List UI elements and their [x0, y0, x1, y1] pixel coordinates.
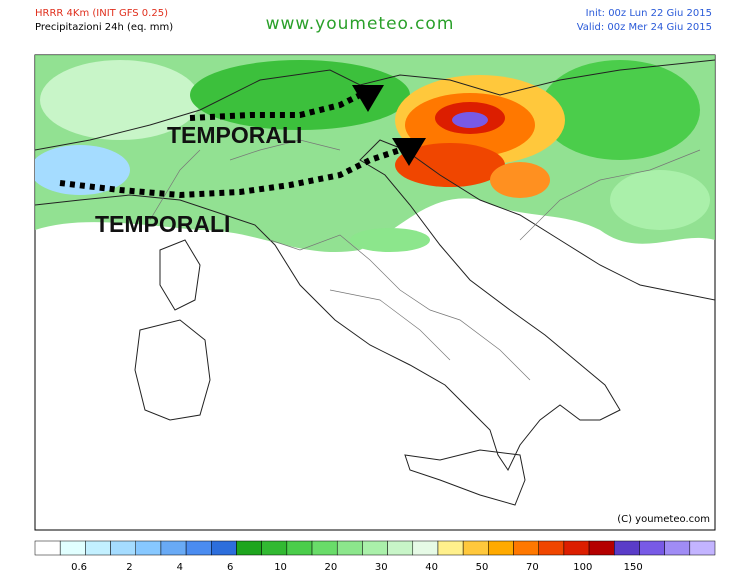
copyright: (C) youmeteo.com [617, 514, 710, 525]
legend-label: 10 [274, 562, 287, 573]
arrow-head [352, 85, 384, 112]
legend-swatch [85, 540, 111, 556]
legend-swatch [261, 540, 288, 556]
legend-swatch [664, 540, 691, 556]
legend-swatch [135, 540, 162, 556]
annotation: TEMPORALI [167, 122, 302, 148]
legend-label: 0.6 [71, 562, 87, 573]
legend-swatch [160, 540, 187, 556]
color-legend: 0.6 2 4 6 10 20 30 40 50 70 100 150 [34, 540, 716, 573]
legend-label: 150 [624, 562, 643, 573]
valid-time: Valid: 00z Mer 24 Giu 2015 [577, 22, 712, 33]
site-title: www.youmeteo.com [266, 14, 455, 34]
legend-swatch [185, 540, 212, 556]
annotation: TEMPORALI [95, 211, 230, 237]
init-time: Init: 00z Lun 22 Giu 2015 [586, 8, 712, 19]
legend-swatch [387, 540, 414, 556]
legend-swatch [437, 540, 464, 556]
model-title: HRRR 4Km (INIT GFS 0.25) [35, 8, 168, 19]
product-title: Precipitazioni 24h (eq. mm) [35, 22, 173, 33]
legend-label: 4 [177, 562, 183, 573]
legend-swatch [412, 540, 439, 556]
legend-swatch [59, 540, 86, 556]
map: TEMPORALI TEMPORALI (C) youmeteo.com [34, 54, 716, 531]
legend-label: 20 [325, 562, 338, 573]
legend-swatch [488, 540, 514, 556]
legend-swatch [513, 540, 539, 556]
legend-label: 40 [425, 562, 438, 573]
legend-label: 30 [375, 562, 388, 573]
legend-swatch [286, 540, 313, 556]
legend-swatch [336, 540, 363, 556]
precipitation [35, 55, 715, 253]
legend-label: 70 [526, 562, 539, 573]
legend-swatch [614, 540, 640, 556]
legend-swatch [689, 540, 716, 556]
legend-label: 6 [227, 562, 233, 573]
legend-swatch [110, 540, 136, 556]
legend-swatch [211, 540, 237, 556]
legend-swatch [34, 540, 61, 556]
legend-swatch [311, 540, 338, 556]
legend-swatch [588, 540, 615, 556]
legend-swatch [236, 540, 262, 556]
legend-swatch [362, 540, 388, 556]
legend-label: 100 [573, 562, 592, 573]
legend-swatch [462, 540, 489, 556]
arrow-head [392, 138, 426, 166]
legend-swatch [563, 540, 590, 556]
legend-label: 2 [126, 562, 132, 573]
legend-label: 50 [476, 562, 489, 573]
legend-swatch [639, 540, 665, 556]
legend-swatch [538, 540, 565, 556]
